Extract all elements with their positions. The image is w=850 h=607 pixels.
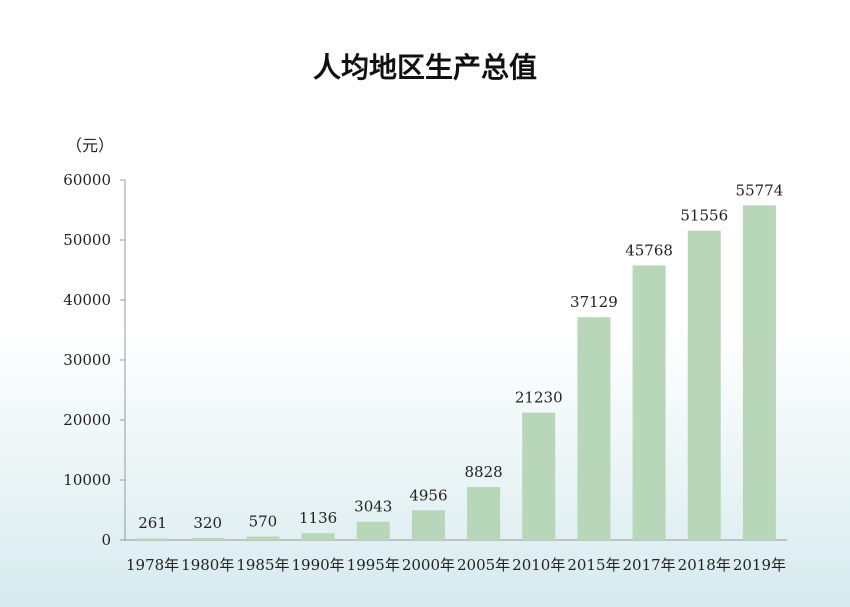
bar: [467, 487, 501, 540]
y-tick-label: 50000: [63, 231, 111, 249]
y-tick-label: 10000: [63, 471, 111, 489]
bar-value-label: 51556: [680, 207, 728, 225]
chart-title: 人均地区生产总值: [313, 51, 537, 84]
bars-group: [136, 205, 776, 540]
bar-value-label: 4956: [409, 486, 447, 504]
y-tick-label: 20000: [63, 411, 111, 429]
x-tick-label: 2005年: [457, 556, 510, 574]
bar: [577, 317, 611, 540]
bar: [632, 265, 666, 540]
bar-value-label: 21230: [515, 389, 563, 407]
y-axis-unit: （元）: [66, 136, 114, 155]
y-tick-label: 40000: [63, 291, 111, 309]
bar: [301, 533, 335, 540]
x-tick-label: 2000年: [402, 556, 455, 574]
y-tick-label: 60000: [63, 171, 111, 189]
bar-value-label: 570: [249, 513, 278, 531]
x-axis-labels-group: 1978年 1980年 1985年 1990年 1995年 2000年 2005年 2010年…: [126, 556, 786, 574]
bar: [136, 538, 170, 540]
x-tick-label: 2017年: [622, 556, 675, 574]
x-tick-label: 2010年: [512, 556, 565, 574]
x-tick-label: 1980年: [181, 556, 234, 574]
bar: [522, 412, 556, 540]
bar-value-label: 8828: [464, 463, 502, 481]
x-tick-label: 2019年: [733, 556, 786, 574]
bar: [687, 230, 721, 540]
bar: [356, 521, 390, 540]
value-labels-group: 261 320 570 1136 3043 4956 8828 21230 37129 45768…: [138, 181, 783, 532]
x-tick-label: 1990年: [291, 556, 344, 574]
bar-value-label: 37129: [570, 293, 618, 311]
y-axis-ticks: 0 10000 20000 30000 40000 50000 60000: [63, 171, 125, 549]
bar-value-label: 320: [193, 514, 222, 532]
bar: [191, 538, 225, 540]
y-tick-label: 0: [101, 531, 111, 549]
bar: [411, 510, 445, 540]
bar-value-label: 45768: [625, 241, 673, 259]
bar-value-label: 55774: [736, 181, 784, 199]
bar: [742, 205, 776, 540]
x-tick-label: 2015年: [567, 556, 620, 574]
bar-value-label: 3043: [354, 498, 392, 516]
bar: [246, 536, 280, 540]
x-tick-label: 2018年: [678, 556, 731, 574]
x-tick-label: 1978年: [126, 556, 179, 574]
x-tick-label: 1995年: [347, 556, 400, 574]
x-tick-label: 1985年: [236, 556, 289, 574]
bar-value-label: 261: [138, 514, 167, 532]
bar-value-label: 1136: [299, 509, 337, 527]
y-tick-label: 30000: [63, 351, 111, 369]
